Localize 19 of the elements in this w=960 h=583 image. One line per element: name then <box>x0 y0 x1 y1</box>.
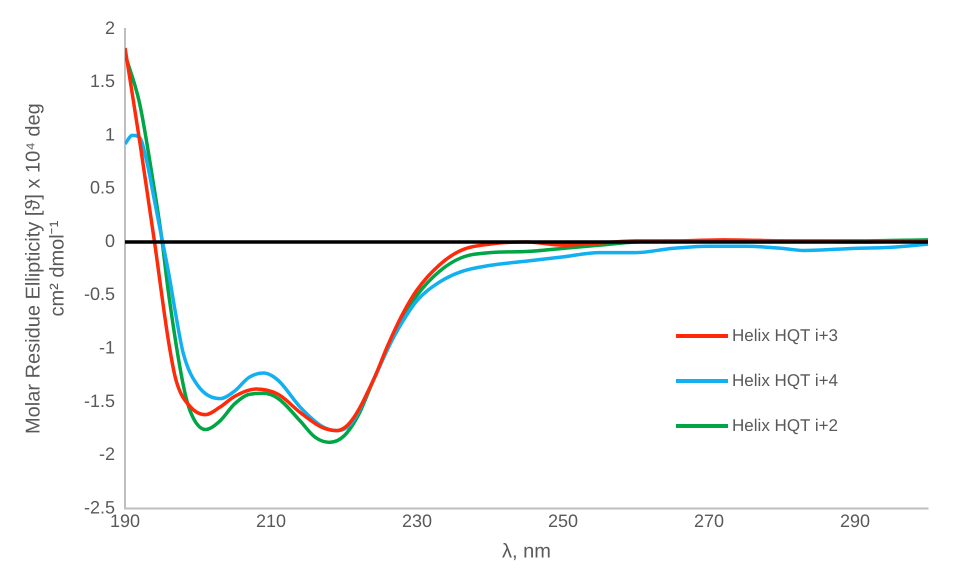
y-tick-label: 1.5 <box>90 71 116 92</box>
x-axis-title: λ, nm <box>502 540 551 563</box>
y-tick-label: -1.5 <box>84 390 116 411</box>
x-tick-label: 290 <box>840 511 870 532</box>
y-tick-label: 2 <box>105 18 116 38</box>
legend-label: Helix HQT i+3 <box>732 326 838 346</box>
x-tick-label: 210 <box>256 511 286 532</box>
y-tick-label: 1 <box>105 124 116 144</box>
x-tick-label: 250 <box>548 511 578 532</box>
y-tick-label: 0.5 <box>90 178 116 198</box>
legend-label: Helix HQT i+2 <box>732 416 838 436</box>
y-tick-label: -1 <box>99 338 116 358</box>
legend-label: Helix HQT i+4 <box>732 370 838 390</box>
y-tick-label: 0 <box>105 230 116 251</box>
y-axis-title: Molar Residue Ellipticity [ϑ] x 10⁴ deg cm² dmol⁻¹ <box>22 103 69 434</box>
x-tick-label: 270 <box>694 511 724 532</box>
y-tick-label: -0.5 <box>84 284 116 304</box>
y-tick-label: -2 <box>99 444 116 464</box>
x-tick-label: 230 <box>402 511 432 532</box>
